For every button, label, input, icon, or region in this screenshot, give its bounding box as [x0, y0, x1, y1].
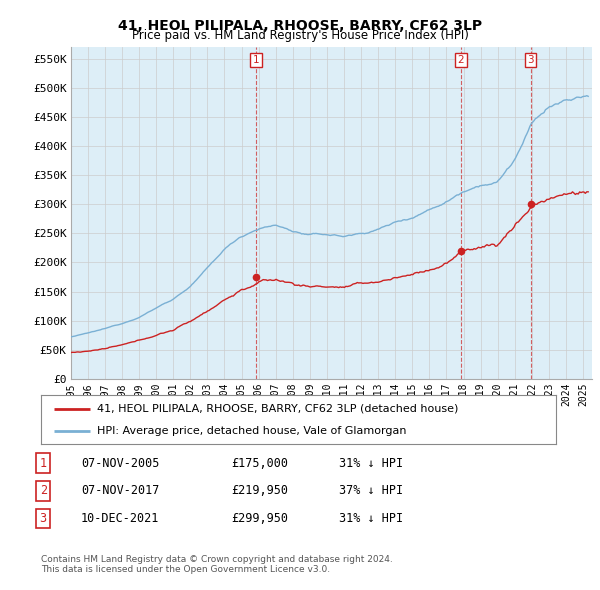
- Text: 41, HEOL PILIPALA, RHOOSE, BARRY, CF62 3LP (detached house): 41, HEOL PILIPALA, RHOOSE, BARRY, CF62 3…: [97, 404, 459, 414]
- Text: 07-NOV-2017: 07-NOV-2017: [81, 484, 160, 497]
- Text: 3: 3: [527, 55, 534, 65]
- Text: 10-DEC-2021: 10-DEC-2021: [81, 512, 160, 525]
- Text: This data is licensed under the Open Government Licence v3.0.: This data is licensed under the Open Gov…: [41, 565, 330, 574]
- Text: £175,000: £175,000: [231, 457, 288, 470]
- Text: 31% ↓ HPI: 31% ↓ HPI: [339, 512, 403, 525]
- Text: 2: 2: [40, 484, 47, 497]
- Text: Contains HM Land Registry data © Crown copyright and database right 2024.: Contains HM Land Registry data © Crown c…: [41, 555, 392, 563]
- Text: HPI: Average price, detached house, Vale of Glamorgan: HPI: Average price, detached house, Vale…: [97, 425, 407, 435]
- Text: £299,950: £299,950: [231, 512, 288, 525]
- Text: Price paid vs. HM Land Registry's House Price Index (HPI): Price paid vs. HM Land Registry's House …: [131, 30, 469, 42]
- Text: 31% ↓ HPI: 31% ↓ HPI: [339, 457, 403, 470]
- Text: 37% ↓ HPI: 37% ↓ HPI: [339, 484, 403, 497]
- Text: 1: 1: [253, 55, 259, 65]
- Text: 41, HEOL PILIPALA, RHOOSE, BARRY, CF62 3LP: 41, HEOL PILIPALA, RHOOSE, BARRY, CF62 3…: [118, 19, 482, 33]
- Text: 07-NOV-2005: 07-NOV-2005: [81, 457, 160, 470]
- Text: £219,950: £219,950: [231, 484, 288, 497]
- Text: 2: 2: [458, 55, 464, 65]
- Text: 1: 1: [40, 457, 47, 470]
- Text: 3: 3: [40, 512, 47, 525]
